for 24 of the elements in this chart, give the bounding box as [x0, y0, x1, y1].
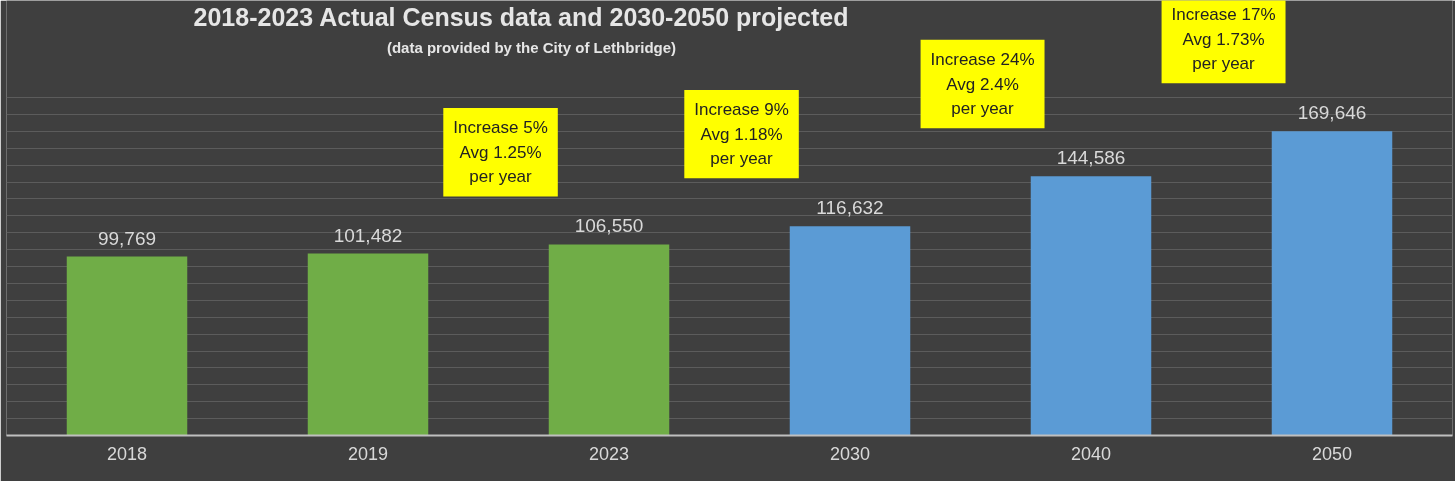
data-label: 144,586 — [1056, 147, 1126, 169]
text: Increase 24% Avg 2.4% per year — [930, 49, 1035, 119]
x-tick-label: 2019 — [347, 443, 389, 464]
text: Increase 17% Avg 1.73% per year — [1171, 4, 1276, 74]
x-tick-label: 2050 — [1311, 443, 1353, 464]
x-tick-label: 2030 — [829, 443, 871, 464]
x-tick-label: 2040 — [1070, 443, 1112, 464]
x-tick-label: 2018 — [106, 443, 148, 464]
chart-subtitle: (data provided by the City of Lethbridge) — [386, 38, 677, 56]
bar — [1271, 131, 1393, 436]
annotation: Increase 5% Avg 1.25% per year — [453, 118, 548, 187]
bar — [307, 253, 429, 436]
annotation: Increase 9% Avg 1.18% per year — [694, 99, 789, 169]
data-label: 116,632 — [816, 197, 884, 219]
x-tick-label: 2023 — [588, 443, 630, 464]
data-label: 101,482 — [333, 224, 403, 246]
bar — [66, 256, 188, 436]
bar — [789, 226, 911, 436]
data-label: 106,550 — [574, 215, 644, 237]
bar — [1030, 176, 1152, 436]
chart-title: 2018-2023 Actual Census data and 2030-2050 projected — [193, 2, 849, 31]
bar — [548, 244, 670, 436]
data-label: 169,646 — [1297, 102, 1367, 124]
data-label: 99,769 — [97, 227, 157, 249]
